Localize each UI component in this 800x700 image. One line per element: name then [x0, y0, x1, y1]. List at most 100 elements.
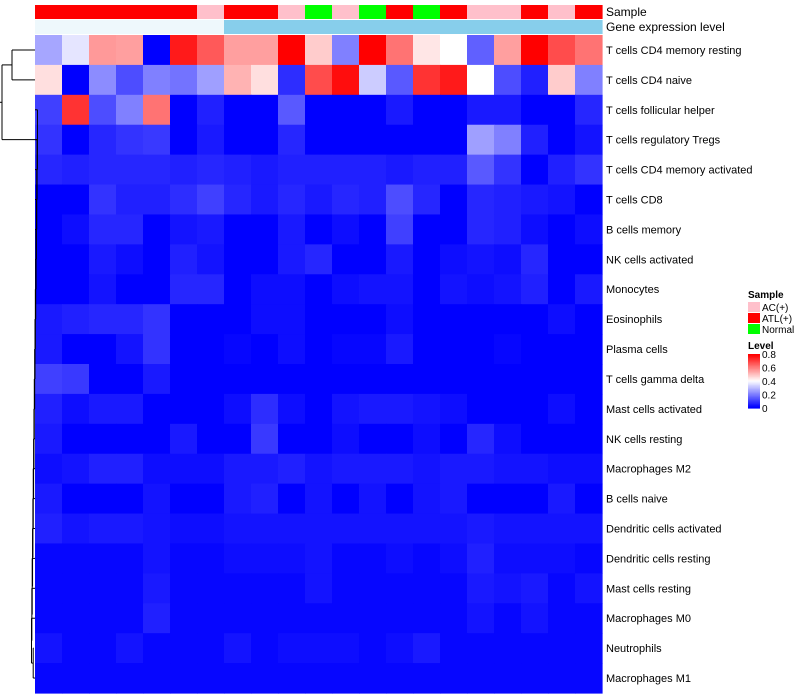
- heatmap-cell: [89, 214, 117, 245]
- heatmap-cell: [440, 124, 468, 156]
- heatmap-cell: [116, 603, 144, 634]
- heatmap-cell: [413, 423, 441, 455]
- heatmap-cell: [116, 244, 144, 275]
- heatmap-cell: [521, 94, 549, 126]
- heatmap-cell: [224, 154, 252, 186]
- heatmap-cell: [440, 364, 468, 395]
- annotation-cell-sample: [143, 5, 171, 19]
- heatmap-cell: [278, 184, 306, 216]
- heatmap-cell: [89, 35, 117, 66]
- row-dendrogram: [0, 49, 38, 679]
- row-label-t-cells-cd4-naive: T cells CD4 naive: [606, 75, 692, 87]
- heatmap-cell: [224, 364, 252, 395]
- heatmap-cell: [35, 573, 63, 604]
- annotation-cell-sample: [440, 5, 468, 19]
- heatmap-cell: [197, 154, 225, 186]
- heatmap-cell: [116, 274, 144, 305]
- heatmap-cell: [170, 184, 198, 216]
- heatmap-cell: [278, 573, 306, 604]
- heatmap-cell: [332, 663, 360, 694]
- heatmap-cell: [413, 393, 441, 425]
- heatmap-cell: [413, 663, 441, 694]
- heatmap-cell: [386, 274, 414, 305]
- heatmap-cell: [251, 214, 279, 245]
- level-colorbar-segment: [748, 366, 760, 369]
- level-colorbar-segment: [748, 374, 760, 377]
- heatmap-cell: [386, 184, 414, 216]
- heatmap-cell: [305, 633, 333, 664]
- heatmap-cell: [494, 64, 522, 96]
- heatmap-cell: [305, 543, 333, 574]
- heatmap-cell: [440, 453, 468, 485]
- level-colorbar-segment: [748, 367, 760, 370]
- heatmap-cell: [386, 64, 414, 96]
- heatmap-cell: [575, 214, 603, 245]
- heatmap-cell: [62, 64, 90, 96]
- heatmap-cell: [170, 573, 198, 604]
- heatmap-cell: [143, 364, 171, 395]
- heatmap-cell: [197, 35, 225, 66]
- annotation-cell-sample: [35, 5, 63, 19]
- heatmap-cell: [224, 603, 252, 634]
- heatmap-cell: [197, 663, 225, 694]
- row-label-monocytes: Monocytes: [606, 284, 660, 296]
- heatmap-cell: [116, 393, 144, 425]
- heatmap-cell: [197, 633, 225, 664]
- sample-legend-label-ac: AC(+): [762, 303, 788, 314]
- heatmap-cell: [440, 244, 468, 275]
- level-colorbar-segment: [748, 402, 760, 405]
- row-label-dendritic-cells-activated: Dendritic cells activated: [606, 524, 722, 536]
- heatmap-cell: [332, 573, 360, 604]
- heatmap-cell: [575, 364, 603, 395]
- heatmap-cell: [143, 304, 171, 335]
- heatmap-cell: [143, 663, 171, 694]
- heatmap-cell: [35, 214, 63, 245]
- heatmap-cell: [62, 393, 90, 425]
- heatmap-cell: [251, 573, 279, 604]
- heatmap-cell: [224, 393, 252, 425]
- heatmap-cell: [332, 483, 360, 515]
- heatmap-cells: [35, 35, 603, 694]
- heatmap-cell: [467, 124, 495, 156]
- heatmap-cell: [548, 274, 576, 305]
- level-colorbar-segment: [748, 386, 760, 389]
- heatmap-cell: [548, 423, 576, 455]
- heatmap-cell: [386, 94, 414, 126]
- heatmap-cell: [440, 304, 468, 335]
- heatmap-cell: [62, 603, 90, 634]
- heatmap-cell: [305, 35, 333, 66]
- annotation-label-gene-expression: Gene expression level: [606, 20, 725, 34]
- heatmap-cell: [89, 184, 117, 216]
- heatmap-cell: [575, 423, 603, 455]
- heatmap-cell: [89, 94, 117, 126]
- heatmap-cell: [143, 64, 171, 96]
- annotation-cell-gene-expression-level: [575, 20, 603, 34]
- heatmap-cell: [413, 214, 441, 245]
- annotation-cell-sample: [62, 5, 90, 19]
- heatmap-cell: [359, 244, 387, 275]
- annotation-cell-sample: [89, 5, 117, 19]
- heatmap-cell: [197, 304, 225, 335]
- level-colorbar-segment: [748, 395, 760, 398]
- heatmap-cell: [197, 124, 225, 156]
- heatmap-cell: [467, 663, 495, 694]
- heatmap-cell: [170, 244, 198, 275]
- level-colorbar-segment: [748, 393, 760, 396]
- row-label-t-cells-cd4-memory-activated: T cells CD4 memory activated: [606, 165, 753, 177]
- row-label-t-cells-gamma-delta: T cells gamma delta: [606, 374, 705, 386]
- heatmap-cell: [305, 274, 333, 305]
- heatmap-cell: [494, 124, 522, 156]
- row-label-neutrophils: Neutrophils: [606, 643, 662, 655]
- level-colorbar-segment: [748, 372, 760, 375]
- heatmap-cell: [62, 124, 90, 156]
- heatmap-cell: [116, 633, 144, 664]
- heatmap-cell: [521, 184, 549, 216]
- heatmap-cell: [197, 214, 225, 245]
- heatmap-cell: [197, 543, 225, 574]
- heatmap-cell: [521, 64, 549, 96]
- sample-legend: Sample AC(+)ATL(+)Normal: [748, 290, 794, 336]
- heatmap-cell: [548, 184, 576, 216]
- heatmap-cell: [467, 304, 495, 335]
- heatmap-cell: [116, 154, 144, 186]
- heatmap-cell: [386, 603, 414, 634]
